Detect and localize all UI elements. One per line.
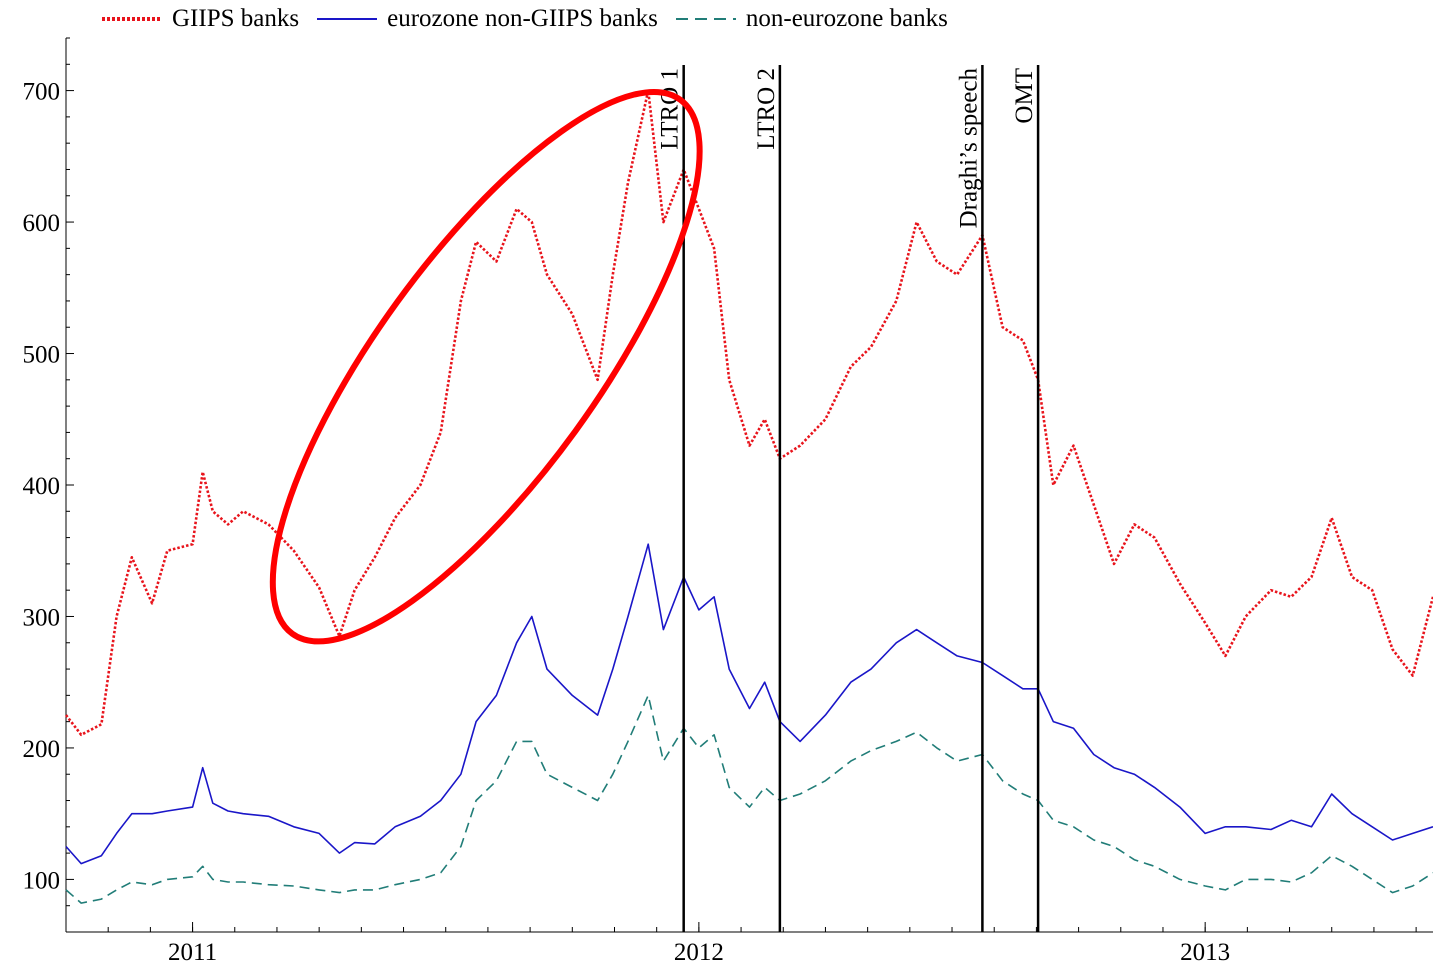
event-label: LTRO 2 [753,68,780,150]
event-label: LTRO 1 [657,68,684,150]
x-tick-label: 2013 [1180,939,1230,966]
y-tick-label: 100 [23,867,61,894]
highlight-ellipse [269,88,703,645]
y-tick-label: 700 [23,79,61,106]
y-tick-label: 400 [23,473,61,500]
series-layer [64,89,1433,904]
legend-swatch-non-eurozone [675,18,736,20]
legend-item-eurozone-non-giips: eurozone non-GIIPS banks [315,5,658,33]
legend-label-giips: GIIPS banks [172,5,300,32]
y-tick-label: 500 [23,342,61,369]
event-label: Draghi’s speech [955,68,982,229]
series-line-non-eurozone-banks [65,694,1433,904]
x-tick-label: 2012 [674,939,724,966]
legend-label-non-eurozone: non-eurozone banks [745,5,948,32]
series-line-eurozone-non-giips-banks [65,543,1433,865]
legend: GIIPS banks eurozone non-GIIPS banks non… [100,2,964,36]
highlight-layer [269,88,703,645]
legend-swatch-eurozone-non-giips [317,18,378,20]
y-tick-label: 300 [23,604,61,631]
series-line-giips-banks [64,89,1433,737]
x-tick-label: 2011 [168,939,217,966]
axes: 100 200 300 400 500 600 700 2011 2012 2013 [23,37,1433,966]
legend-item-non-eurozone: non-eurozone banks [674,5,948,33]
event-lines: LTRO 1 LTRO 2 Draghi’s speech OMT [657,65,1040,932]
legend-label-eurozone-non-giips: eurozone non-GIIPS banks [387,5,658,32]
y-tick-label: 600 [23,210,61,237]
legend-swatch-giips [102,17,162,21]
legend-item-giips: GIIPS banks [100,5,299,33]
y-tick-label: 200 [23,736,61,763]
event-label: OMT [1011,68,1038,124]
